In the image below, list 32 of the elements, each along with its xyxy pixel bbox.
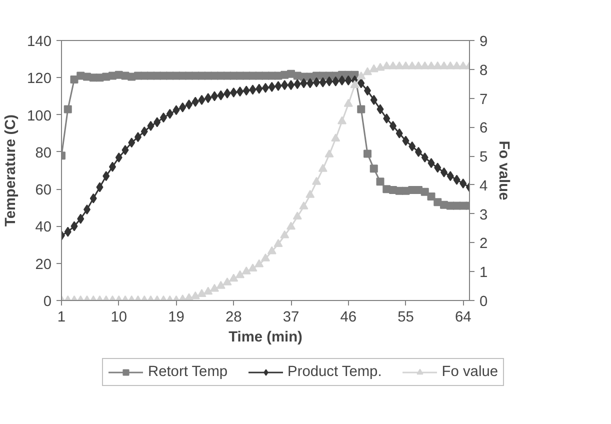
y2-tick-label: 1 (480, 265, 488, 282)
x-tick-label: 55 (398, 310, 414, 326)
y2-tick-label: 9 (480, 34, 488, 50)
y-tick-label: 100 (27, 108, 52, 124)
y2-tick-label: 0 (480, 294, 488, 310)
x-tick-label: 64 (454, 310, 472, 326)
y-tick-label: 140 (27, 34, 52, 50)
x-axis-title: Time (min) (228, 330, 303, 346)
y2-axis-title: Fo value (496, 140, 512, 200)
y2-tick-label: 2 (480, 236, 488, 252)
y2-tick-label: 6 (480, 120, 488, 137)
legend-label: Retort Temp (148, 364, 228, 380)
x-tick-label: 37 (282, 310, 300, 326)
y-tick-label: 120 (27, 71, 52, 88)
x-tick-label: 19 (168, 310, 184, 326)
y2-tick-label: 8 (480, 62, 488, 79)
y-tick-label: 60 (35, 182, 52, 199)
y2-tick-label: 4 (480, 178, 488, 194)
y-tick-label: 80 (35, 145, 52, 162)
y2-tick-label: 3 (480, 207, 488, 224)
y-tick-label: 40 (35, 220, 52, 236)
x-tick-label: 1 (57, 310, 66, 326)
legend-label: Fo value (442, 364, 498, 380)
y-tick-label: 20 (35, 256, 52, 273)
x-tick-label: 10 (110, 310, 128, 326)
y2-tick-label: 5 (480, 150, 488, 166)
x-tick-label: 46 (340, 310, 357, 326)
y2-tick-label: 7 (480, 92, 488, 108)
x-tick-label: 28 (225, 310, 242, 326)
y-tick-label: 0 (43, 294, 52, 310)
y-axis-title: Temperature (C) (3, 114, 20, 227)
legend-label: Product Temp. (288, 364, 382, 380)
